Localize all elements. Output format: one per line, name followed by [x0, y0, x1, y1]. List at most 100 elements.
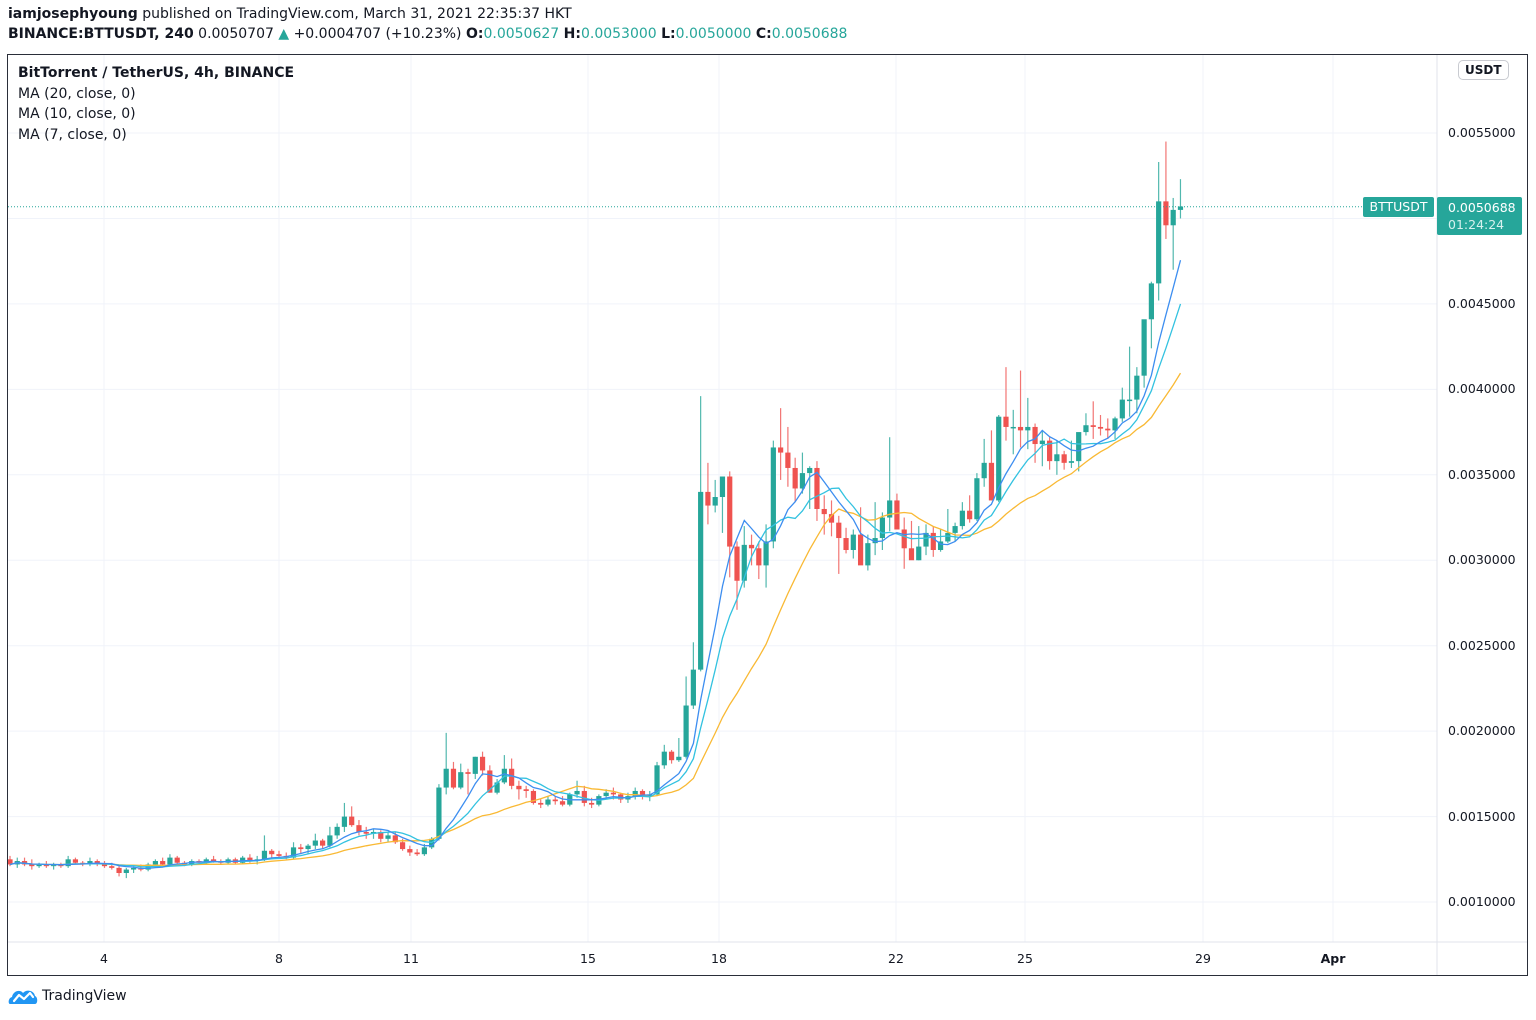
- candle-body: [385, 835, 391, 839]
- candle-body: [748, 544, 755, 549]
- candle-body: [894, 500, 900, 530]
- high-label: H:: [563, 26, 581, 42]
- currency-button[interactable]: USDT: [1458, 60, 1509, 80]
- candle-body: [843, 538, 849, 550]
- candle-body: [632, 790, 638, 797]
- candle-body: [828, 514, 835, 523]
- candle-body: [1017, 426, 1024, 431]
- candle-body: [1112, 418, 1118, 431]
- last-price: 0.0050707: [198, 26, 274, 42]
- candle-body: [203, 859, 209, 863]
- candle-body: [443, 768, 449, 788]
- price-tick-label: 0.0035000: [1448, 466, 1516, 482]
- time-tick-label: 8: [275, 951, 283, 966]
- candle-body: [785, 452, 791, 468]
- price-tick-label: 0.0015000: [1448, 808, 1516, 824]
- symbol-interval: BINANCE:BTTUSDT, 240: [8, 26, 194, 42]
- open-value: 0.0050627: [483, 26, 560, 42]
- candle-body: [174, 857, 180, 863]
- candle-body: [261, 850, 268, 860]
- candle-body: [974, 478, 980, 520]
- candle-body: [734, 546, 740, 581]
- candle-body: [1090, 425, 1096, 427]
- candle-body: [363, 831, 369, 834]
- symbol-info-bar: BINANCE:BTTUSDT, 240 0.0050707 ▲ +0.0004…: [8, 26, 847, 42]
- low-label: L:: [661, 26, 676, 42]
- candle-body: [945, 532, 951, 542]
- candle-body: [981, 462, 987, 479]
- candle-body: [865, 543, 871, 566]
- price-tick-label: 0.0030000: [1448, 552, 1516, 568]
- candle-body: [690, 669, 696, 706]
- candle-body: [952, 526, 958, 533]
- candle-body: [305, 845, 311, 850]
- candle-body: [967, 510, 973, 520]
- candle-body: [1010, 426, 1016, 429]
- candle-body: [109, 866, 115, 868]
- candle-body: [7, 859, 13, 865]
- time-tick-label: 11: [403, 951, 419, 966]
- candle-body: [676, 756, 682, 761]
- candle-body: [87, 861, 93, 865]
- candle-body: [356, 825, 362, 832]
- candle-body: [116, 867, 122, 873]
- candle-body: [414, 852, 420, 855]
- candle-body: [72, 859, 79, 863]
- candle-body: [290, 847, 297, 858]
- indicator-ma10[interactable]: MA (10, close, 0): [18, 106, 136, 122]
- candle-body: [603, 792, 609, 797]
- indicator-ma7[interactable]: MA (7, close, 0): [18, 126, 127, 143]
- price-tick-label: 0.0025000: [1448, 637, 1516, 653]
- candle-body: [559, 801, 566, 805]
- last-price-label: 0.0050688 01:24:24: [1437, 197, 1522, 235]
- last-price-value: 0.0050688: [1448, 200, 1516, 215]
- close-value: 0.0050688: [771, 26, 848, 42]
- tradingview-brand[interactable]: TradingView: [8, 987, 127, 1005]
- candle-body: [472, 756, 478, 774]
- candle-body: [705, 491, 711, 506]
- candle-body: [719, 476, 726, 498]
- candle-body: [450, 768, 457, 788]
- candle-body: [1126, 399, 1133, 402]
- candle-body: [1170, 209, 1176, 226]
- candle-body: [530, 790, 537, 803]
- candle-body: [821, 508, 827, 515]
- candle-body: [1141, 319, 1147, 376]
- price-tick-label: 0.0055000: [1448, 125, 1516, 140]
- candle-body: [756, 548, 762, 566]
- candle-body: [298, 847, 304, 850]
- candle-body: [988, 462, 995, 501]
- candle-body: [1105, 428, 1111, 431]
- indicator-ma20[interactable]: MA (20, close, 0): [18, 85, 136, 102]
- candle-body: [429, 838, 435, 848]
- candle-body: [770, 447, 776, 542]
- series-title[interactable]: BitTorrent / TetherUS, 4h, BINANCE: [18, 65, 295, 81]
- candle-body: [610, 792, 617, 795]
- candle-body: [29, 864, 35, 867]
- candle-body: [996, 416, 1002, 501]
- time-tick-label: 4: [100, 951, 108, 966]
- candle-body: [857, 534, 864, 566]
- candle-body: [509, 768, 515, 786]
- candle-body: [51, 864, 57, 867]
- brand-name: TradingView: [42, 988, 127, 1004]
- price-tick-label: 0.0020000: [1448, 723, 1516, 739]
- candle-body: [36, 864, 42, 867]
- candle-body: [152, 861, 158, 865]
- candle-body: [1032, 426, 1038, 445]
- candle-body: [574, 790, 580, 795]
- candle-body: [407, 849, 413, 853]
- time-tick-label: 22: [888, 951, 904, 966]
- author-name[interactable]: iamjosephyoung: [8, 6, 138, 22]
- price-tick-label: 0.0040000: [1448, 381, 1516, 397]
- candle-body: [916, 546, 922, 561]
- candle-body: [101, 864, 108, 867]
- time-tick-label: 15: [580, 951, 596, 966]
- candle-body: [1076, 432, 1082, 462]
- price-change: +0.0004707 (+10.23%): [293, 26, 462, 42]
- candle-body: [1134, 375, 1140, 400]
- candle-body: [276, 854, 282, 856]
- candle-body: [799, 473, 806, 489]
- candle-body: [516, 785, 522, 790]
